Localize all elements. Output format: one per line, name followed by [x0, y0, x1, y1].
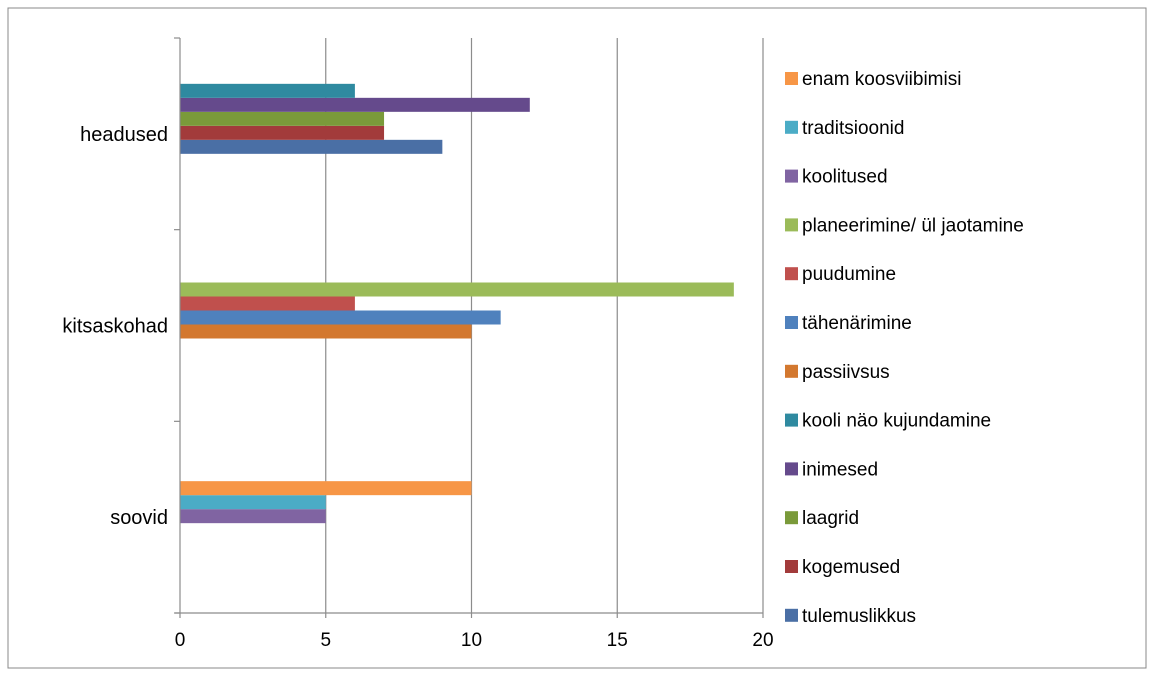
bar: [180, 125, 385, 140]
legend-swatch: [785, 120, 798, 134]
legend-swatch: [785, 511, 798, 525]
x-tick-label: 20: [752, 630, 773, 651]
legend-label: kogemused: [802, 557, 900, 578]
legend-swatch: [785, 364, 798, 378]
category-label: kitsaskohad: [62, 316, 168, 338]
legend-label: laagrid: [802, 508, 859, 529]
bar: [180, 495, 326, 510]
bar: [180, 139, 443, 154]
axes: 0 5 10 15 20 soovid kitsaskohad headused: [62, 37, 774, 651]
legend-swatch: [785, 560, 798, 573]
x-tick-label: 0: [175, 630, 186, 651]
legend-label: planeerimine/ ül jaotamine: [802, 215, 1024, 236]
bar: [180, 296, 355, 311]
legend-swatch: [785, 462, 798, 476]
bar: [180, 310, 501, 325]
legend-swatch: [785, 316, 798, 329]
category-label: soovid: [110, 507, 168, 529]
legend-label: koolitused: [802, 167, 888, 188]
legend-swatch: [785, 413, 798, 427]
bar: [180, 324, 472, 339]
legend-label: kooli näo kujundamine: [802, 411, 991, 432]
legend-swatch: [785, 72, 798, 85]
legend-label: puudumine: [802, 264, 896, 285]
legend-swatch: [785, 218, 798, 232]
x-tick-label: 5: [320, 630, 331, 651]
bar: [180, 83, 355, 98]
legend-label: enam koosviibimisi: [802, 69, 961, 90]
legend-swatch: [785, 169, 798, 183]
legend-label: inimesed: [802, 459, 878, 480]
legend-label: tulemuslikkus: [802, 606, 916, 627]
legend-label: tähenärimine: [802, 313, 912, 334]
chart-border: [7, 7, 1147, 669]
legend-swatch: [785, 608, 798, 622]
x-tick-label: 10: [461, 630, 482, 651]
bar: [180, 97, 530, 112]
bar: [180, 481, 472, 496]
legend-label: traditsioonid: [802, 118, 904, 139]
legend-label: passiivsus: [802, 362, 890, 383]
legend: enam koosviibimisi traditsioonid koolituse…: [785, 69, 1024, 627]
category-label: headused: [80, 124, 168, 146]
bars: [180, 83, 734, 524]
bar: [180, 111, 385, 126]
x-tick-label: 15: [607, 630, 628, 651]
legend-swatch: [785, 267, 798, 281]
bar: [180, 509, 326, 524]
bar: [180, 282, 734, 297]
